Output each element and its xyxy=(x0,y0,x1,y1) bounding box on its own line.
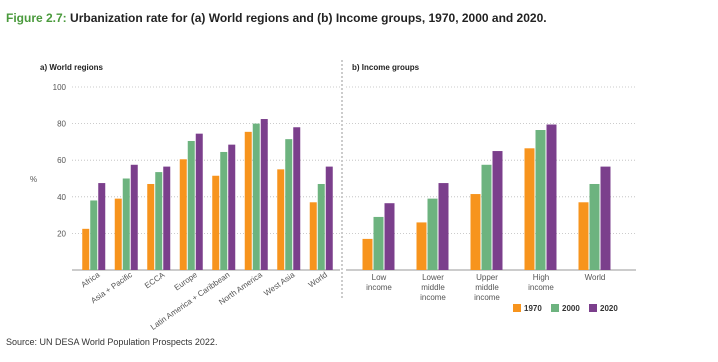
x-tick-label: Upper middle income xyxy=(474,273,500,302)
bar xyxy=(212,175,220,270)
bar xyxy=(578,202,589,270)
bar xyxy=(114,198,122,270)
legend-label: 2000 xyxy=(562,304,580,313)
chart-title: b) Income groups xyxy=(352,63,420,72)
legend-swatch xyxy=(551,304,559,312)
bar xyxy=(228,144,236,270)
y-tick-label: 80 xyxy=(57,120,66,129)
bar xyxy=(427,198,438,270)
bar xyxy=(492,151,503,270)
bar xyxy=(260,119,268,271)
bar xyxy=(277,169,285,270)
bar xyxy=(220,151,228,270)
bar xyxy=(373,216,384,270)
bar xyxy=(155,172,163,270)
bar xyxy=(309,202,317,270)
bar xyxy=(252,123,260,270)
bar xyxy=(293,127,301,270)
bar xyxy=(285,139,293,270)
bar xyxy=(195,133,203,270)
bar xyxy=(163,166,171,270)
bar xyxy=(481,164,492,270)
bar xyxy=(384,203,395,270)
bar xyxy=(470,194,481,270)
y-tick-label: 40 xyxy=(57,193,66,202)
x-tick-label: Low income xyxy=(366,273,392,292)
bar xyxy=(317,183,325,270)
bar xyxy=(535,130,546,270)
figure-label: Figure 2.7: xyxy=(6,11,67,25)
x-tick-label: Africa xyxy=(79,270,101,289)
bar xyxy=(524,148,535,270)
source: Source: UN DESA World Population Prospec… xyxy=(6,337,217,347)
legend-label: 1970 xyxy=(524,304,542,313)
y-tick-label: 100 xyxy=(53,83,67,92)
x-tick-label: World xyxy=(307,270,329,289)
x-tick-label: World xyxy=(585,273,606,282)
bar xyxy=(589,183,600,270)
bar xyxy=(438,183,449,270)
legend-swatch xyxy=(589,304,597,312)
bar xyxy=(416,222,427,270)
bar xyxy=(90,200,98,270)
bar xyxy=(122,178,130,270)
bar xyxy=(147,183,155,270)
bar xyxy=(179,159,187,270)
bar xyxy=(187,140,195,270)
bar xyxy=(600,166,611,270)
x-tick-label: West Asia xyxy=(262,270,297,298)
bar xyxy=(546,124,557,270)
bar xyxy=(98,183,106,270)
bar xyxy=(82,228,90,270)
x-tick-label: High income xyxy=(528,273,554,292)
figure-header: Figure 2.7: Urbanization rate for (a) Wo… xyxy=(6,11,547,25)
x-tick-label: Europe xyxy=(173,270,200,292)
y-tick-label: 60 xyxy=(57,156,66,165)
bar xyxy=(325,166,333,270)
legend-swatch xyxy=(513,304,521,312)
x-tick-label: Lower middle income xyxy=(420,273,446,302)
chart-title: a) World regions xyxy=(40,63,104,72)
y-tick-label: 20 xyxy=(57,229,66,238)
figure-title: Urbanization rate for (a) World regions … xyxy=(70,11,547,25)
bar xyxy=(362,238,373,270)
bar xyxy=(244,131,252,270)
y-axis-label: % xyxy=(30,175,37,184)
x-tick-label: ECCA xyxy=(143,270,167,291)
legend-label: 2020 xyxy=(600,304,618,313)
bar xyxy=(130,164,138,270)
